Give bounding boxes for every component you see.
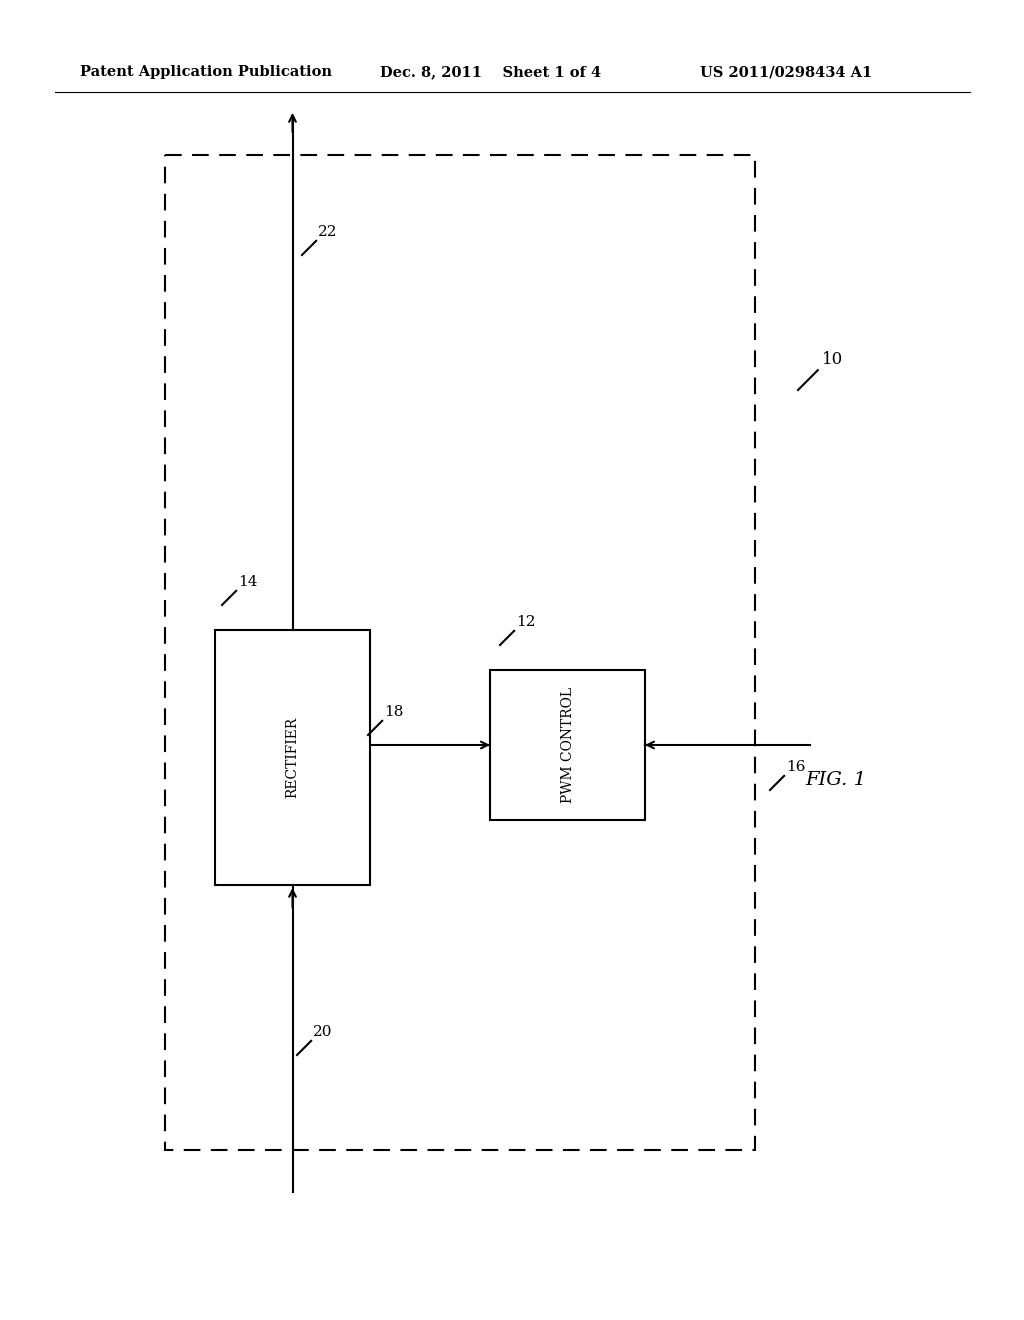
Text: 10: 10 [822, 351, 843, 368]
Bar [165, 154, 755, 1150]
Text: 18: 18 [384, 705, 403, 719]
Bar [490, 671, 645, 820]
Text: RECTIFIER: RECTIFIER [286, 717, 299, 799]
Text: 22: 22 [318, 224, 338, 239]
Text: Patent Application Publication: Patent Application Publication [80, 65, 332, 79]
Text: 20: 20 [313, 1024, 333, 1039]
Text: 12: 12 [516, 615, 536, 628]
Text: 16: 16 [786, 760, 806, 774]
Text: 14: 14 [239, 574, 258, 589]
Bar [215, 630, 370, 884]
Text: FIG. 1: FIG. 1 [805, 771, 866, 789]
Text: PWM CONTROL: PWM CONTROL [560, 686, 574, 803]
Text: Dec. 8, 2011    Sheet 1 of 4: Dec. 8, 2011 Sheet 1 of 4 [380, 65, 601, 79]
Text: US 2011/0298434 A1: US 2011/0298434 A1 [700, 65, 872, 79]
